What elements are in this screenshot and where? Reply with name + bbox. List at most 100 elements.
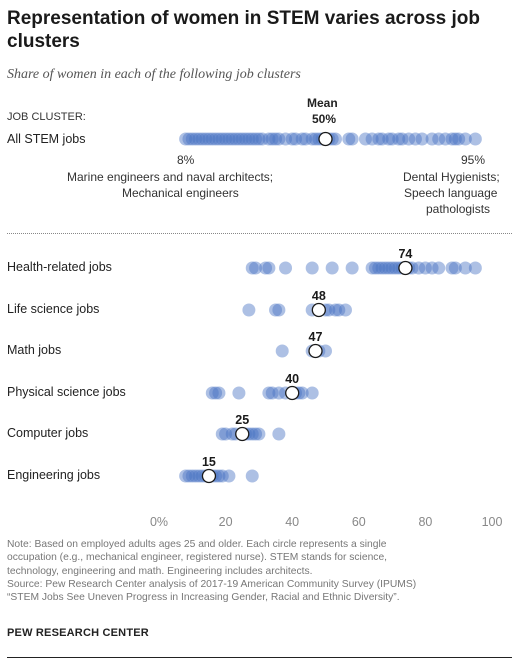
cluster-mean-point bbox=[235, 426, 250, 442]
cluster-point bbox=[182, 469, 196, 483]
all-stem-point bbox=[365, 132, 379, 146]
section-divider bbox=[7, 233, 512, 234]
all-stem-point bbox=[252, 132, 266, 146]
cluster-point bbox=[322, 303, 336, 317]
cluster-point bbox=[249, 427, 263, 441]
cluster-point bbox=[319, 344, 332, 358]
cluster-point bbox=[445, 261, 459, 275]
note-line-1: Note: Based on employed adults ages 25 a… bbox=[7, 539, 387, 550]
all-stem-point bbox=[182, 132, 196, 146]
chart-subtitle: Share of women in each of the following … bbox=[7, 67, 301, 82]
cluster-point bbox=[325, 261, 339, 275]
cluster-point bbox=[468, 261, 482, 275]
cluster-point bbox=[345, 261, 359, 275]
cluster-point bbox=[245, 261, 259, 275]
all-stem-point bbox=[185, 132, 199, 146]
note-line-2: occupation (e.g., mechanical engineer, r… bbox=[7, 552, 388, 564]
cluster-point bbox=[365, 261, 379, 275]
all-stem-point bbox=[468, 132, 482, 146]
x-tick-label: 60 bbox=[352, 515, 366, 529]
x-tick-label: 40 bbox=[285, 515, 299, 529]
cluster-mean-label: 48 bbox=[312, 289, 326, 303]
all-stem-point bbox=[215, 132, 229, 146]
all-stem-point bbox=[222, 132, 236, 146]
cluster-mean-label: 74 bbox=[398, 247, 412, 261]
all-stem-point bbox=[392, 132, 406, 146]
x-tick-label: 0% bbox=[150, 515, 168, 529]
cluster-point bbox=[305, 386, 319, 400]
cluster-point bbox=[242, 303, 256, 317]
all-stem-point bbox=[285, 132, 299, 146]
all-stem-point bbox=[395, 132, 409, 146]
cluster-point bbox=[328, 303, 342, 317]
source-line-1: Source: Pew Research Center analysis of … bbox=[7, 578, 417, 590]
cluster-point bbox=[252, 427, 266, 441]
all-stem-point bbox=[328, 132, 342, 146]
cluster-point bbox=[295, 386, 309, 400]
cluster-point bbox=[179, 469, 193, 483]
cluster-label: Math jobs bbox=[7, 343, 62, 357]
all-stem-point bbox=[289, 132, 303, 146]
all-stem-point bbox=[209, 132, 223, 146]
all-stem-point bbox=[262, 132, 276, 146]
all-stem-point bbox=[189, 132, 203, 146]
all-stem-point bbox=[438, 132, 452, 146]
all-stem-point bbox=[295, 132, 309, 146]
all-stem-point bbox=[232, 132, 246, 146]
all-stem-point bbox=[205, 132, 219, 146]
cluster-point bbox=[185, 469, 199, 483]
all-stem-point bbox=[272, 132, 286, 146]
min-note-line2: Mechanical engineers bbox=[122, 186, 239, 200]
cluster-label: Physical science jobs bbox=[7, 385, 126, 399]
all-stem-point bbox=[179, 132, 193, 146]
cluster-point bbox=[272, 427, 286, 441]
all-stem-point bbox=[445, 132, 459, 146]
cluster-point bbox=[212, 386, 226, 400]
all-stem-point bbox=[269, 132, 283, 146]
cluster-point bbox=[225, 427, 239, 441]
brand-label: PEW RESEARCH CENTER bbox=[7, 627, 149, 639]
x-tick-label: 100 bbox=[482, 515, 503, 529]
all-stem-point bbox=[239, 132, 253, 146]
cluster-point bbox=[209, 386, 223, 400]
x-tick-label: 20 bbox=[219, 515, 233, 529]
cluster-point bbox=[458, 261, 472, 275]
cluster-point bbox=[232, 386, 246, 400]
bottom-rule bbox=[7, 657, 512, 658]
cluster-point bbox=[262, 386, 276, 400]
cluster-point bbox=[425, 261, 439, 275]
cluster-point bbox=[305, 261, 319, 275]
cluster-point bbox=[219, 427, 233, 441]
all-stem-point bbox=[212, 132, 226, 146]
cluster-point bbox=[432, 261, 446, 275]
chart-notes: Note: Based on employed adults ages 25 a… bbox=[7, 538, 512, 604]
all-stem-point bbox=[425, 132, 439, 146]
all-stem-point bbox=[279, 132, 293, 146]
cluster-mean-label: 25 bbox=[235, 413, 249, 427]
cluster-point bbox=[375, 261, 389, 275]
cluster-point bbox=[412, 261, 426, 275]
cluster-point bbox=[338, 303, 352, 317]
all-stem-point bbox=[255, 132, 269, 146]
cluster-header: JOB CLUSTER: bbox=[7, 111, 86, 123]
all-stem-point bbox=[448, 132, 462, 146]
cluster-point bbox=[265, 386, 279, 400]
cluster-point bbox=[272, 303, 286, 317]
cluster-point bbox=[269, 303, 283, 317]
all-stem-point bbox=[358, 132, 372, 146]
all-stem-point bbox=[235, 132, 249, 146]
cluster-point bbox=[332, 303, 346, 317]
all-stem-point bbox=[458, 132, 472, 146]
cluster-point bbox=[275, 344, 289, 358]
cluster-point bbox=[388, 261, 402, 275]
all-stem-point bbox=[265, 132, 279, 146]
all-stem-point bbox=[408, 132, 422, 146]
cluster-point bbox=[189, 469, 203, 483]
all-stem-point bbox=[382, 132, 396, 146]
all-stem-point bbox=[372, 132, 386, 146]
cluster-point bbox=[372, 261, 386, 275]
cluster-mean-label: 40 bbox=[285, 372, 299, 386]
min-value: 8% bbox=[177, 153, 195, 167]
mean-value: 50% bbox=[312, 112, 337, 126]
